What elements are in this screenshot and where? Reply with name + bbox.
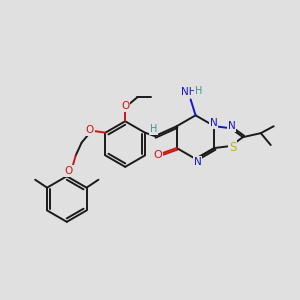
Text: H: H [150,124,158,134]
Text: N: N [228,121,236,131]
Text: O: O [154,150,162,160]
Text: H: H [195,85,202,96]
Text: O: O [85,125,94,135]
Text: N: N [210,118,217,128]
Text: N: N [194,157,201,167]
Text: NH: NH [181,86,197,97]
Text: O: O [121,101,129,111]
Text: S: S [229,140,236,154]
Text: O: O [65,166,73,176]
